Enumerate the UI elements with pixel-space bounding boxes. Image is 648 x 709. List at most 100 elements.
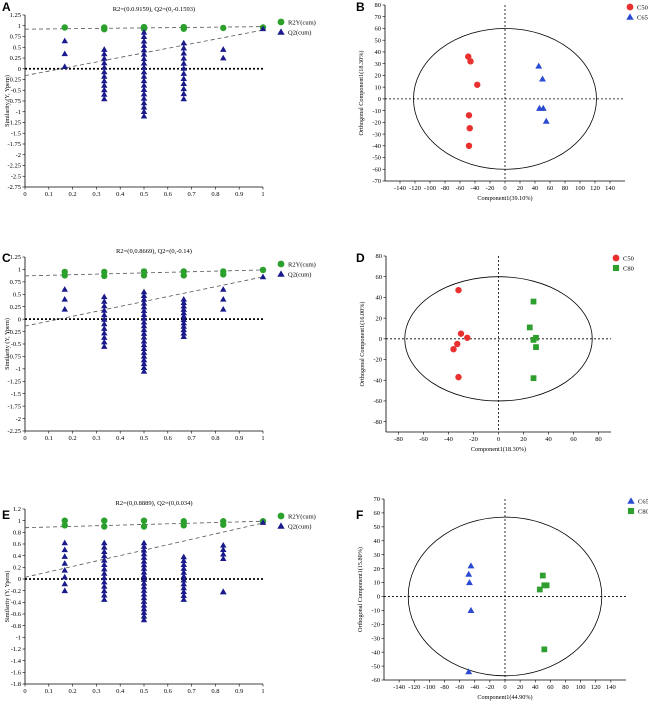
x-tick-label: 0.1 — [45, 688, 53, 695]
y-tick-label: 50 — [375, 37, 382, 44]
data-point — [101, 557, 108, 563]
x-tick-label: 20 — [517, 185, 524, 192]
y-tick-label: 10 — [375, 84, 382, 91]
data-point — [101, 334, 108, 340]
legend-marker — [277, 260, 285, 268]
y-tick-label: -0.6 — [11, 611, 22, 618]
data-point — [140, 590, 148, 597]
data-point — [180, 323, 187, 329]
y-tick-label: 0.4 — [13, 553, 22, 560]
data-point — [180, 316, 187, 323]
data-point — [101, 95, 108, 102]
y-tick-label: -1.25 — [7, 378, 21, 385]
data-point — [140, 345, 148, 352]
data-point — [101, 552, 108, 559]
data-point — [180, 584, 187, 591]
data-point — [140, 349, 148, 355]
data-point — [140, 543, 148, 549]
x-tick-label: 0.5 — [140, 191, 148, 198]
data-point — [101, 298, 108, 304]
data-point — [140, 99, 148, 106]
y-tick-label: 80 — [375, 2, 382, 9]
data-point — [140, 598, 148, 604]
data-point — [180, 95, 187, 102]
y-tick-label: -40 — [372, 143, 381, 150]
data-point — [530, 375, 537, 382]
x-tick-label: -80 — [441, 185, 450, 192]
legend-marker — [612, 254, 620, 262]
y-tick-label: -20 — [373, 357, 382, 364]
data-point — [61, 580, 68, 587]
data-point — [101, 86, 108, 93]
data-point — [101, 77, 108, 84]
data-point — [101, 55, 108, 61]
y-tick-label: 0 — [378, 96, 381, 103]
data-point — [140, 612, 148, 619]
y-tick-label: -80 — [373, 419, 382, 426]
x-tick-label: 40 — [545, 436, 552, 443]
y-tick-label: -1.8 — [11, 681, 21, 688]
x-tick-label: -80 — [394, 436, 403, 443]
data-point — [140, 579, 148, 586]
y-tick-label: -70 — [372, 178, 381, 185]
legend-marker — [626, 13, 634, 20]
data-point — [530, 298, 537, 305]
x-tick-label: 0 — [23, 435, 26, 442]
y-tick-label: -2 — [16, 416, 21, 423]
data-point — [101, 561, 108, 568]
y-tick-label: -1 — [16, 366, 21, 373]
data-point — [180, 592, 187, 598]
data-point — [180, 569, 187, 575]
legend-marker — [627, 497, 635, 504]
legend-label: C80 — [623, 265, 634, 272]
x-tick-label: 0.4 — [116, 435, 125, 442]
panel-label: A — [2, 0, 11, 14]
data-point — [140, 326, 148, 333]
data-point — [140, 334, 148, 340]
panel-label: E — [2, 508, 10, 522]
data-point — [61, 522, 68, 529]
confidence-ellipse — [404, 276, 593, 402]
series-c50 — [450, 286, 471, 381]
data-point — [101, 307, 108, 313]
data-point — [101, 64, 108, 70]
data-point — [180, 333, 187, 339]
chart-title: R2=(0,0.8669), Q2=(0,-0.14) — [116, 248, 192, 255]
data-point — [140, 616, 148, 623]
data-point — [219, 588, 227, 595]
data-point — [140, 565, 148, 571]
y-tick-label: -1.4 — [11, 658, 22, 665]
data-point — [465, 570, 473, 577]
series-r2y-cum- — [61, 266, 267, 280]
y-tick-label: -20 — [372, 120, 381, 127]
data-point — [101, 91, 108, 97]
y-tick-label: -1 — [16, 109, 21, 116]
y-tick-label: 1 — [18, 23, 21, 30]
data-point — [140, 46, 148, 53]
data-point — [533, 344, 539, 350]
data-point — [140, 587, 148, 593]
data-point — [464, 334, 471, 341]
x-tick-label: 0 — [23, 191, 26, 198]
y-tick-label: -1.25 — [7, 120, 21, 127]
x-tick-label: 0.4 — [116, 688, 125, 695]
series-r2y-cum- — [61, 23, 267, 33]
data-point — [101, 59, 108, 66]
x-tick-label: 120 — [590, 185, 600, 192]
data-point — [140, 303, 148, 310]
data-point — [140, 25, 148, 32]
x-tick-label: 0.5 — [140, 435, 148, 442]
data-point — [180, 60, 187, 66]
data-point — [180, 309, 187, 316]
data-point — [180, 329, 187, 336]
data-point — [140, 55, 148, 62]
panel-e: E 0 0.1 0.2 0.3 0.4 0.5 0.6 0.7 0.8 0.9 1 1.2 1 0.8 0.6… — [2, 500, 316, 695]
y-tick-label: 70 — [374, 496, 381, 503]
y-tick-label: 0.25 — [10, 55, 21, 62]
data-point — [101, 543, 108, 550]
data-point — [140, 296, 148, 302]
x-tick-label: -20 — [486, 185, 495, 192]
data-point — [180, 561, 187, 567]
panel-a: A 0 0.1 0.2 0.3 0.4 0.5 0.6 0.7 0.8 0.9 1 1.25 1 0.75 0… — [2, 0, 316, 198]
